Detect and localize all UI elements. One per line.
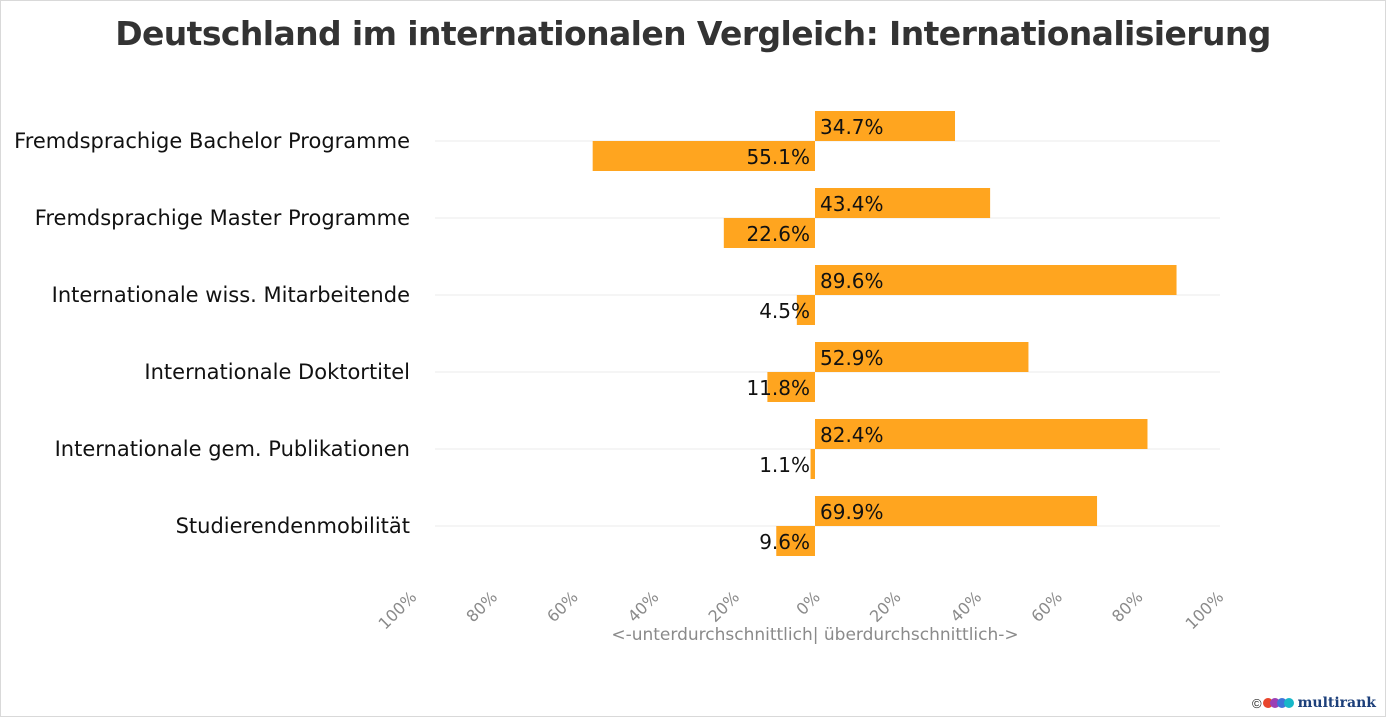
bar-above-average [815,419,1148,449]
x-tick-label: 0% [792,587,823,618]
value-label: 69.9% [820,500,884,524]
category-label: Internationale Doktortitel [144,360,410,384]
bar-below-average [723,218,815,248]
x-tick-label: 80% [462,587,501,626]
bar-below-average [810,449,815,479]
value-label: 55.1% [746,145,810,169]
x-tick-label: 40% [624,587,663,626]
logo-dot [1269,698,1280,708]
bar-above-average [815,265,1177,295]
chart-title: Deutschland im internationalen Vergleich… [115,14,1271,53]
category-label: Internationale wiss. Mitarbeitende [52,283,410,307]
value-label: 4.5% [759,299,810,323]
logo-dot [1276,698,1287,708]
value-label: 22.6% [746,222,810,246]
x-tick-label: 60% [543,587,582,626]
bar-below-average [592,141,815,171]
bar-above-average [815,496,1098,526]
x-tick-label: 80% [1108,587,1147,626]
value-label: 9.6% [759,530,810,554]
value-label: 34.7% [820,115,884,139]
category-label: Studierendenmobilität [176,514,410,538]
value-label: 11.8% [746,376,810,400]
x-tick-label: 40% [947,587,986,626]
category-label: Internationale gem. Publikationen [55,437,410,461]
bar-below-average [767,372,815,402]
x-tick-label: 100% [1182,587,1228,633]
x-tick-label: 20% [866,587,905,626]
value-label: 1.1% [759,453,810,477]
bar-above-average [815,342,1029,372]
value-label: 82.4% [820,423,884,447]
logo-text: multirank [1297,695,1376,711]
value-label: 52.9% [820,346,884,370]
logo-dot [1283,698,1294,708]
category-label: Fremdsprachige Bachelor Programme [14,129,410,153]
bar-above-average [815,188,991,218]
category-label: Fremdsprachige Master Programme [35,206,410,230]
x-tick-label: 60% [1027,587,1066,626]
bar-below-average [776,526,815,556]
logo-mark-icon [1262,698,1294,708]
value-label: 89.6% [820,269,884,293]
multirank-logo: © multirank [1252,695,1376,711]
value-label: 43.4% [820,192,884,216]
bar-below-average [796,295,815,325]
copyright-symbol: © [1251,695,1262,711]
bar-above-average [815,111,956,141]
x-tick-label: 100% [375,587,421,633]
x-axis-title: <-unterdurchschnittlich| überdurchschnit… [611,625,1018,645]
x-tick-label: 20% [705,587,744,626]
logo-dot [1262,698,1273,708]
